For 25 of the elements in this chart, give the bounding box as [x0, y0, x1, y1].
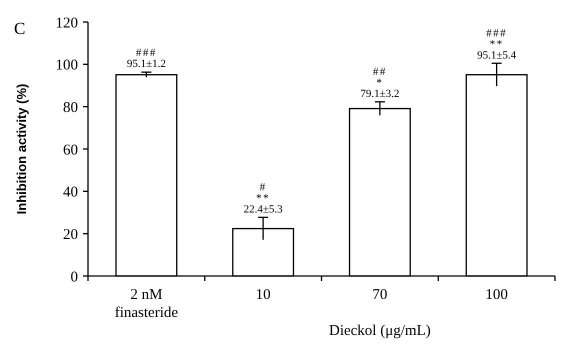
x-axis-title: Dieckol (μg/mL) [328, 323, 431, 339]
x-tick-label: 70 [372, 287, 388, 303]
data-label: 22.4±5.3 [244, 203, 284, 216]
annotation: ** [490, 38, 504, 50]
annotation: # [260, 181, 267, 194]
y-tick-label: 80 [63, 100, 78, 116]
y-tick-label: 120 [56, 15, 78, 32]
text: C [14, 19, 26, 38]
x-tick-label: 10 [256, 287, 271, 303]
y-tick-label: 100 [56, 58, 78, 74]
y-axis-title: Inhibition activity (%) [14, 84, 29, 214]
y-tick-label: 40 [63, 184, 78, 201]
data-label: 95.1±5.4 [477, 49, 517, 62]
y-tick-label: 60 [63, 142, 78, 158]
annotation: * [376, 76, 384, 89]
annotation: ** [256, 192, 270, 204]
x-tick-label: 100 [485, 287, 508, 303]
annotation: ### [136, 47, 157, 60]
annotation: ### [486, 27, 508, 40]
data-label: 95.1±1.2 [126, 58, 166, 70]
y-tick-label: 20 [63, 226, 78, 243]
y-tick-label: 0 [70, 269, 78, 286]
annotation: ## [372, 66, 387, 78]
data-label: 79.1±3.2 [360, 88, 400, 100]
x-tick-label: 2 nM finasteride [114, 287, 178, 321]
